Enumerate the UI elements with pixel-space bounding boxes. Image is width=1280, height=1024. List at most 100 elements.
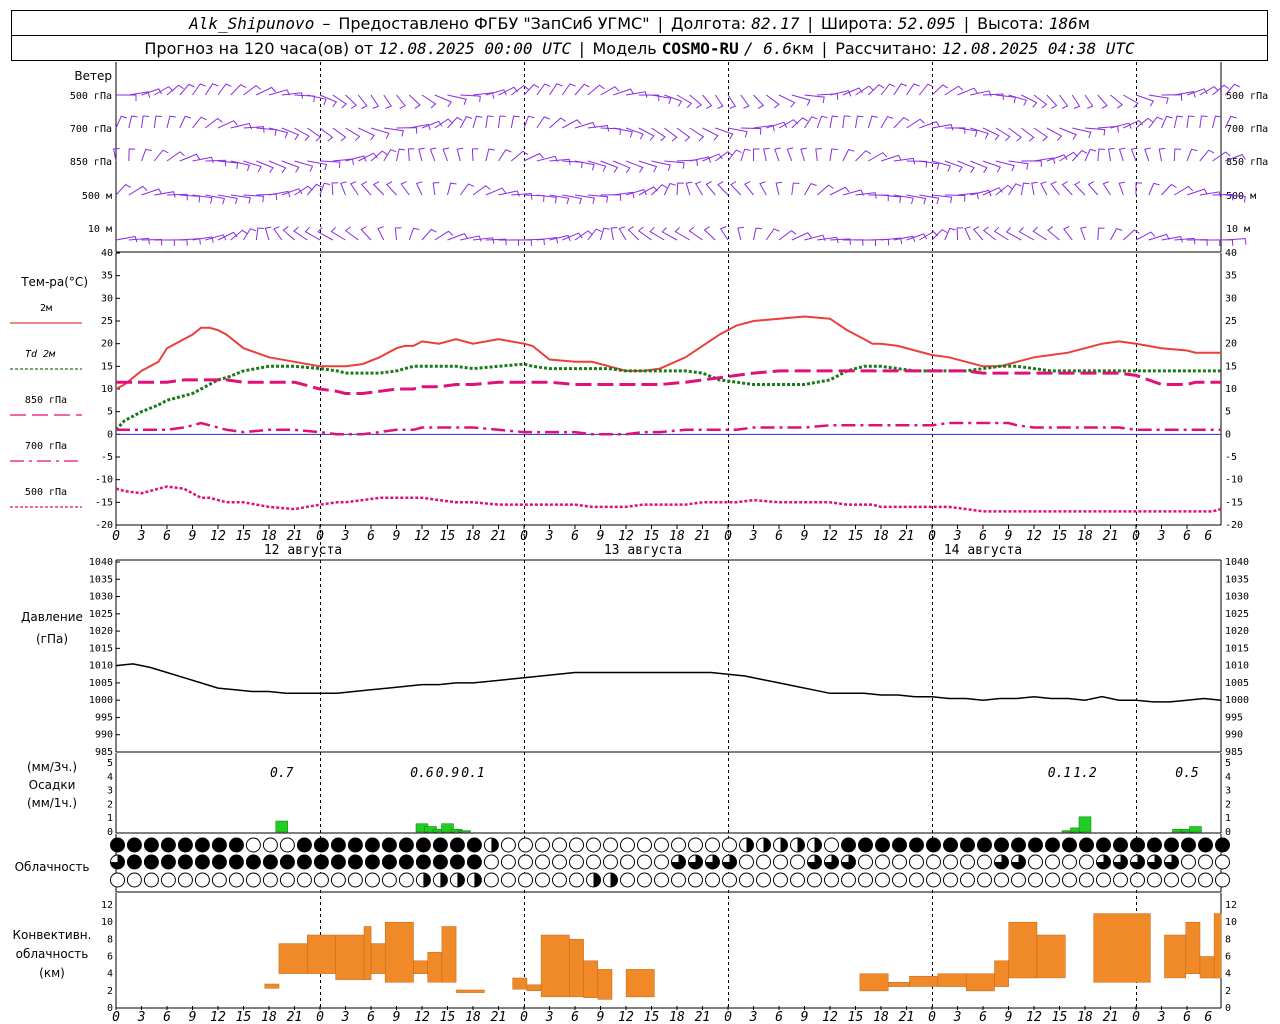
wind-barb bbox=[434, 118, 453, 129]
wind-barb bbox=[523, 152, 544, 162]
wind-barb bbox=[1212, 84, 1230, 96]
wind-barb bbox=[1031, 181, 1038, 196]
cloud-circle-fill bbox=[841, 838, 856, 852]
precip-sum-2: 0.9 bbox=[436, 766, 459, 781]
temp-ytick-left-30: 30 bbox=[101, 293, 113, 304]
wind-barb bbox=[281, 188, 303, 196]
wind-barb bbox=[294, 185, 313, 196]
wind-barb bbox=[893, 116, 910, 129]
conv-x-tick-15: 15 bbox=[236, 1010, 252, 1024]
cloud-circle bbox=[535, 837, 550, 853]
temp-x-tick-end: 6 bbox=[1204, 529, 1212, 544]
temp-ytick-right-5: 5 bbox=[1225, 407, 1231, 418]
cloud-circle-fill bbox=[1215, 838, 1230, 852]
wind-barb bbox=[970, 189, 992, 197]
wind-barb bbox=[377, 226, 385, 241]
cloud-circle bbox=[824, 837, 839, 853]
wind-barb bbox=[498, 86, 519, 96]
temp-ytick-left-10: 10 bbox=[101, 384, 113, 395]
cloud-circle bbox=[739, 854, 754, 870]
cloud-circle bbox=[347, 872, 363, 888]
temp-ytick-left-40: 40 bbox=[101, 248, 113, 259]
temp-x-tick-69: 21 bbox=[695, 529, 711, 544]
wind-barb bbox=[651, 160, 671, 171]
wind-barb bbox=[1135, 117, 1154, 129]
wind-barb bbox=[128, 185, 148, 196]
cloud-circle-fill bbox=[365, 838, 380, 852]
cloud-circle bbox=[722, 872, 737, 888]
wind-barb bbox=[1021, 160, 1042, 167]
wind-barb bbox=[638, 94, 660, 102]
pres-ytick-right-990: 990 bbox=[1225, 730, 1243, 741]
wind-barb bbox=[970, 90, 992, 97]
temp-series-0 bbox=[115, 315, 1221, 390]
wind-barb bbox=[982, 127, 1000, 141]
temp-x-tick-15: 15 bbox=[236, 529, 252, 544]
temp-ytick-left--10: -10 bbox=[95, 475, 113, 486]
wind-barb bbox=[434, 94, 452, 108]
wind-barb bbox=[625, 91, 648, 98]
wind-barb bbox=[1097, 94, 1108, 109]
wind-barb bbox=[396, 127, 418, 134]
wind-barb bbox=[485, 115, 494, 129]
wind-barb bbox=[1186, 88, 1208, 96]
conv-ytick-left-10: 10 bbox=[101, 917, 113, 928]
temp-ytick-right-15: 15 bbox=[1225, 361, 1237, 372]
wind-barb bbox=[385, 181, 397, 196]
conv-bar-26 bbox=[1093, 913, 1151, 983]
wind-barb bbox=[498, 149, 512, 162]
wind-barb bbox=[510, 115, 520, 129]
cloud-circle-fill bbox=[110, 838, 125, 852]
wind-barb bbox=[179, 153, 201, 162]
cloud-circle bbox=[245, 837, 261, 853]
wind-barb bbox=[587, 84, 605, 96]
wind-barb bbox=[459, 115, 473, 129]
pres-ytick-left-1030: 1030 bbox=[89, 592, 113, 603]
cloud-circle-fill bbox=[892, 838, 907, 852]
wind-barb bbox=[264, 226, 272, 241]
wind-barb bbox=[345, 94, 358, 109]
wind-barb bbox=[1046, 127, 1063, 141]
conv-bar-16 bbox=[597, 969, 613, 1000]
wind-barb bbox=[243, 126, 265, 133]
pres-ytick-left-1025: 1025 bbox=[89, 609, 113, 620]
wind-barb bbox=[536, 236, 559, 244]
cloud-circle-fill bbox=[144, 855, 159, 869]
wind-barb bbox=[243, 194, 264, 203]
wind-barb bbox=[931, 84, 949, 96]
wind-barb bbox=[256, 193, 278, 201]
temp-ytick-left-35: 35 bbox=[101, 271, 113, 282]
wind-barb bbox=[511, 239, 532, 246]
cloud-circle-fill bbox=[1130, 838, 1145, 852]
wind-barb bbox=[625, 160, 644, 173]
wind-barb bbox=[153, 115, 162, 129]
temp-x-tick-30: 6 bbox=[367, 529, 375, 544]
wind-barb bbox=[166, 151, 185, 162]
temp-x-tick-93: 21 bbox=[899, 529, 915, 544]
wind-barb bbox=[360, 226, 372, 241]
wind-barb bbox=[982, 93, 1004, 101]
conv-bar-6 bbox=[384, 921, 414, 983]
day-label-1: 12 августа bbox=[264, 543, 342, 558]
wind-barb bbox=[613, 160, 631, 174]
cloud-circle-fill bbox=[127, 838, 142, 852]
wind-barb bbox=[1186, 115, 1195, 129]
wind-barb bbox=[919, 160, 940, 170]
cloud-circle bbox=[620, 854, 635, 870]
wind-barb bbox=[715, 127, 734, 140]
conv-ytick-left-4: 4 bbox=[107, 969, 113, 980]
cloud-circle-fill bbox=[467, 838, 482, 852]
wind-barb bbox=[880, 83, 896, 96]
wind-barb bbox=[281, 160, 300, 173]
wind-barb bbox=[800, 147, 807, 162]
cloud-circle bbox=[654, 854, 669, 870]
cloud-circle bbox=[926, 854, 941, 870]
wind-barb bbox=[154, 191, 176, 198]
wind-barb bbox=[408, 227, 420, 241]
temp-ytick-right--15: -15 bbox=[1225, 497, 1243, 508]
conv-bar-20 bbox=[909, 975, 939, 987]
cloud-circle bbox=[398, 872, 414, 888]
wind-barb bbox=[663, 182, 676, 196]
conv-bar-5 bbox=[370, 943, 386, 974]
conv-bar-3 bbox=[335, 934, 365, 980]
